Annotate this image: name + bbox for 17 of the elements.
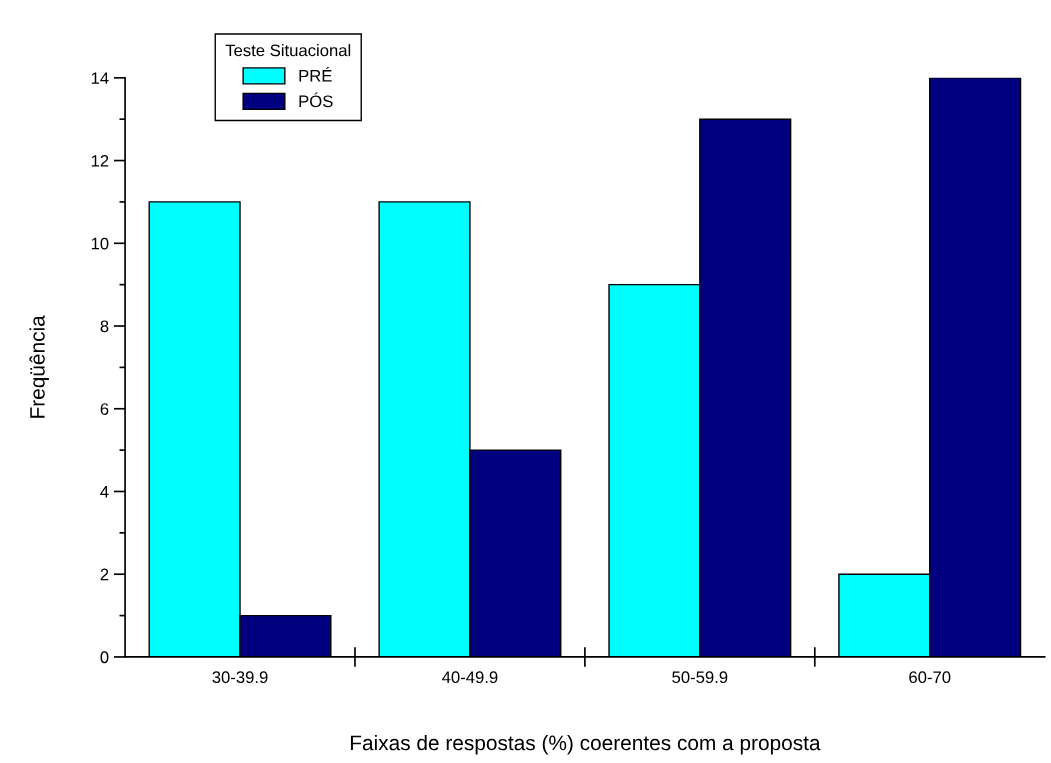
y-tick-label: 0 <box>100 651 109 664</box>
y-tick-label: 4 <box>100 486 109 498</box>
legend-label: PÓS <box>299 92 333 108</box>
x-tick-label: 50-59.9 <box>672 671 728 684</box>
x-axis-title: Faixas de respostas (%) coerentes com a proposta <box>350 734 821 755</box>
y-tick-label: 6 <box>100 403 109 415</box>
y-tick-label: 2 <box>100 568 109 581</box>
x-tick-label: 40-49.9 <box>442 671 498 684</box>
y-tick-label: 14 <box>91 72 109 84</box>
y-axis-title: Freqüência <box>29 315 49 418</box>
x-tick-label: 60-70 <box>909 671 951 684</box>
y-tick-label: 10 <box>91 237 109 250</box>
y-tick-label: 12 <box>91 154 109 167</box>
y-tick-label: 8 <box>100 320 109 333</box>
legend-label: PRÉ <box>299 67 332 82</box>
legend-title: Teste Situacional <box>225 44 351 57</box>
x-tick-label: 30-39.9 <box>212 671 268 684</box>
